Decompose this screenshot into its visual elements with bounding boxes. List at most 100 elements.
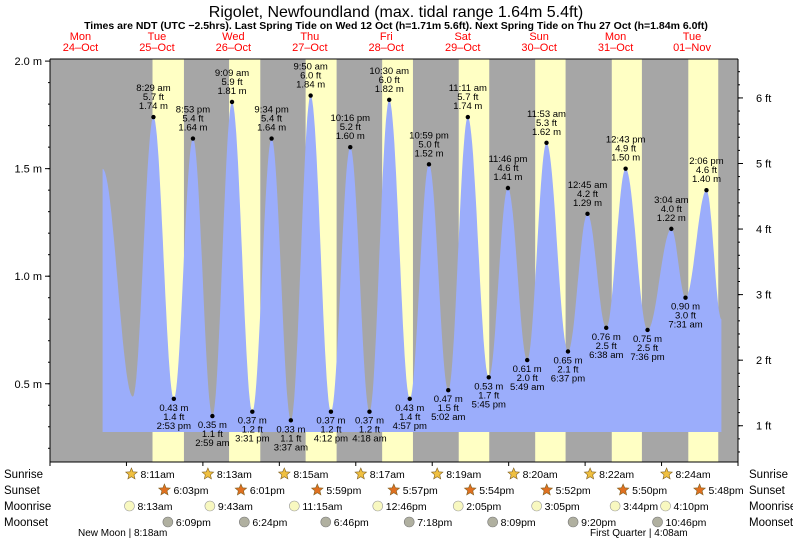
tide-label-line: 1.62 m: [532, 127, 561, 138]
axes-group: 2.0 m 1.5 m 1.0 m 0.5 m 6 ft 5 ft 4 ft 3 ft 2 ft…: [14, 56, 771, 466]
tide-label-line: 2:59 am: [195, 438, 229, 449]
tide-label-line: 2.5 ft: [596, 341, 617, 352]
tide-label-line: 4.6 ft: [497, 163, 518, 174]
low-tide-point: [645, 327, 650, 333]
tide-label-line: 9:09 am: [215, 68, 249, 79]
moonset-time: 6:46pm: [334, 517, 369, 529]
row-label-right: Sunset: [749, 485, 786, 497]
moonrise-time: 2:05pm: [466, 501, 501, 513]
sunset-time: 6:03pm: [173, 485, 208, 497]
sunset-time: 5:48pm: [709, 485, 744, 497]
tide-label-line: 1.81 m: [218, 86, 247, 97]
tide-label-line: 3.0 ft: [675, 311, 696, 322]
tide-label-line: 6:37 pm: [551, 373, 585, 384]
moonrise-icon: [204, 500, 216, 512]
day-date-label: 29–Oct: [445, 42, 480, 54]
row-label-left: Sunset: [4, 485, 41, 497]
high-tide-point: [426, 162, 432, 167]
tide-label-line: 9:50 am: [293, 62, 327, 73]
tide-label-line: 4.0 ft: [661, 204, 682, 215]
tide-label-line: 1.4 ft: [399, 412, 420, 423]
tide-label-line: 1.40 m: [692, 174, 721, 185]
moonrise-icon: [660, 500, 671, 512]
tide-label-line: 5.0 ft: [418, 139, 439, 150]
day-name-label: Mon: [70, 31, 91, 43]
high-tide-label: 10:30 am 6.0 ft 1.82 m: [369, 66, 409, 95]
moonset-time: 9:20pm: [581, 517, 616, 529]
low-tide-label: 0.47 m 1.5 ft 5:02 am: [431, 394, 465, 423]
sunrise-icon: [201, 467, 215, 480]
tide-label-line: 11:11 am: [449, 83, 487, 94]
row-label-right: Moonset: [749, 517, 793, 529]
high-tide-label: 9:34 pm 5.4 ft 1.64 m: [254, 105, 288, 134]
high-tide-point: [704, 187, 709, 193]
low-tide-label: 0.76 m 2.5 ft 6:38 am: [589, 332, 623, 361]
y-left-tick-label: 0.5 m: [14, 379, 42, 391]
tide-label-line: 0.37 m: [238, 416, 267, 427]
tide-label-line: 6.0 ft: [300, 71, 321, 82]
high-tide-point: [505, 185, 511, 191]
high-tide-label: 12:45 am 4.2 ft 1.29 m: [568, 180, 608, 209]
high-tide-label: 12:43 pm 4.9 ft 1.50 m: [606, 135, 646, 164]
low-tide-label: 0.43 m 1.4 ft 4:57 pm: [393, 403, 427, 432]
tide-label-line: 6:38 am: [589, 350, 623, 361]
sunset-time: 5:52pm: [556, 485, 591, 497]
low-tide-point: [683, 295, 688, 300]
moonrise-time: 3:44pm: [623, 501, 658, 513]
day-header-group: Mon24–OctTue25–OctWed26–OctThu27–OctFri2…: [63, 31, 712, 54]
low-tide-point: [171, 396, 177, 402]
high-tide-label: 11:46 pm 4.6 ft 1.41 m: [488, 154, 527, 183]
moonset-icon: [239, 516, 250, 528]
moonrise-time: 4:10pm: [674, 501, 709, 513]
tide-label-line: 5:45 pm: [472, 399, 506, 410]
tide-label-line: 1.5 ft: [438, 403, 459, 414]
moonset-icon: [567, 516, 579, 528]
moonrise-icon: [124, 500, 135, 512]
sunrise-time: 8:13am: [217, 469, 252, 481]
moonrise-icon: [609, 500, 621, 512]
moonset-time: 10:46pm: [666, 517, 707, 529]
tide-label-line: 1.64 m: [257, 123, 286, 134]
y-right-tick-label: 1 ft: [756, 421, 771, 433]
tide-label-line: 4:18 am: [352, 434, 386, 445]
row-label-right: Sunrise: [749, 469, 788, 481]
low-tide-point: [250, 409, 255, 414]
y-right-tick-label: 6 ft: [756, 93, 771, 105]
low-tide-label: 0.90 m 3.0 ft 7:31 am: [668, 302, 702, 331]
tide-label-line: 1.1 ft: [202, 429, 223, 440]
day-date-label: 31–Oct: [598, 42, 633, 54]
low-tide-label: 0.75 m 2.5 ft 7:36 pm: [630, 334, 664, 363]
tide-label-line: 1.22 m: [657, 213, 686, 224]
tide-label-line: 12:45 am: [568, 180, 608, 191]
moonrise-icon: [372, 500, 384, 512]
tide-label-line: 2.1 ft: [557, 364, 578, 375]
tide-label-line: 0.43 m: [159, 403, 188, 414]
day-name-label: Tue: [148, 31, 167, 43]
tide-label-line: 0.76 m: [592, 332, 621, 343]
first-quarter-note: First Quarter | 4:08am: [590, 528, 688, 539]
sunrise-time: 8:19am: [446, 469, 481, 481]
sunrise-time: 8:11am: [140, 469, 174, 481]
day-name-label: Sun: [529, 31, 549, 43]
sunrise-time: 8:15am: [293, 469, 328, 481]
tide-label-line: 1.50 m: [611, 153, 640, 164]
high-tide-point: [387, 97, 392, 103]
tide-label-line: 1.29 m: [573, 198, 602, 209]
tide-label-line: 7:31 am: [668, 320, 702, 331]
high-tide-label: 10:16 pm 5.2 ft 1.60 m: [330, 113, 370, 142]
y-right-tick-label: 5 ft: [756, 158, 771, 170]
tide-label-line: 0.37 m: [355, 416, 384, 427]
day-date-label: 24–Oct: [63, 42, 98, 54]
day-name-label: Tue: [683, 31, 702, 43]
tide-label-line: 1.64 m: [178, 123, 207, 134]
high-tide-point: [465, 114, 471, 120]
moonrise-icon: [452, 500, 464, 512]
tide-label-line: 1.52 m: [414, 148, 443, 159]
day-date-label: 28–Oct: [369, 42, 404, 54]
tide-label-line: 0.43 m: [395, 403, 424, 414]
chart-subtitle: Times are NDT (UTC −2.5hrs). Last Spring…: [84, 20, 708, 32]
row-label-left: Sunrise: [4, 469, 43, 481]
moonset-icon: [162, 516, 174, 528]
y-left-tick-label: 1.0 m: [14, 271, 42, 283]
tide-label-line: 8:29 am: [136, 83, 170, 94]
